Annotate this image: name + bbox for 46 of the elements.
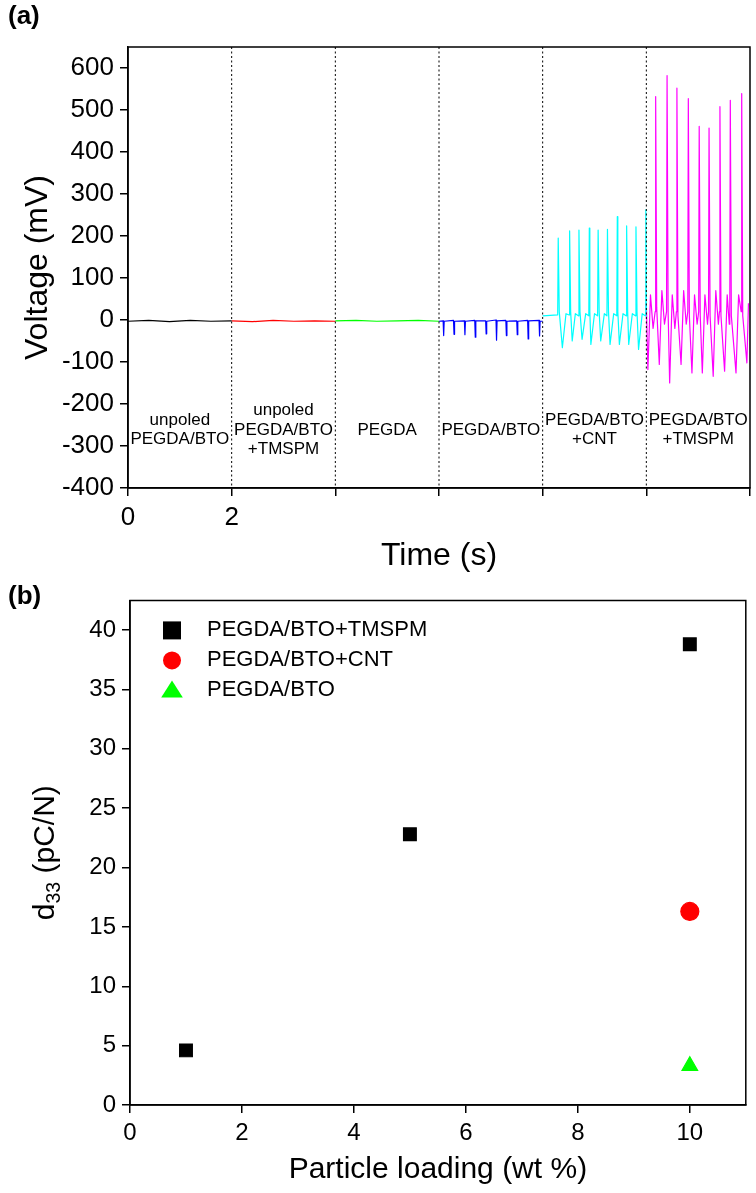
annotation: PEGDA	[357, 419, 418, 439]
point	[680, 901, 700, 922]
annotation: unpoled PEGDA/BTO	[130, 409, 230, 449]
y-tick-label: 200	[70, 219, 114, 250]
y-tick-label: 100	[70, 261, 114, 292]
legend-label: PEGDA/BTO	[207, 676, 335, 702]
annotation: PEGDA/BTO +TMSPM	[648, 409, 748, 449]
y-tick-label: 35	[89, 674, 116, 702]
chart-title: (a)	[8, 0, 40, 31]
y-tick-label: 500	[70, 93, 114, 124]
y-tick-label: 0	[102, 1089, 116, 1117]
y-tick-label: 20	[89, 852, 116, 880]
annotation: PEGDA/BTO +CNT	[545, 409, 644, 449]
y-tick-label: -400	[61, 471, 114, 502]
y-tick-label: 25	[89, 792, 116, 820]
legend-label: PEGDA/BTO+CNT	[207, 646, 394, 672]
y-axis-title: Voltage (mV)	[17, 175, 54, 360]
y-tick-label: 400	[70, 135, 114, 166]
y-tick-label: 40	[89, 614, 116, 642]
y-tick-label: 30	[89, 733, 116, 761]
x-tick-label: 2	[235, 1118, 249, 1146]
annotation: unpoled PEGDA/BTO +TMSPM	[234, 400, 333, 459]
y-axis-title: d33 (pC/N)	[27, 785, 65, 921]
y-tick-label: -100	[61, 345, 114, 376]
y-tick-label: 5	[102, 1030, 116, 1058]
x-tick-label: 8	[571, 1118, 585, 1146]
point	[682, 637, 697, 652]
x-tick-label: 2	[224, 500, 239, 531]
x-tick-label: 0	[123, 1118, 137, 1146]
legend-label: PEGDA/BTO+TMSPM	[207, 616, 428, 642]
x-axis-title: Particle loading (wt %)	[288, 1151, 588, 1185]
y-tick-label: 10	[89, 970, 116, 998]
y-tick-label: 300	[70, 177, 114, 208]
annotation: PEGDA/BTO	[441, 419, 541, 439]
y-tick-label: -200	[61, 387, 114, 418]
y-tick-label: -300	[61, 429, 114, 460]
point	[402, 827, 417, 842]
x-tick-label: 10	[676, 1118, 704, 1146]
x-tick-label: 4	[347, 1118, 361, 1146]
point	[179, 1043, 193, 1058]
x-tick-label: 6	[459, 1118, 473, 1146]
chart-title: (b)	[8, 580, 42, 611]
y-tick-label: 600	[70, 51, 114, 82]
y-tick-label: 0	[99, 303, 114, 334]
x-axis-title: Time (s)	[380, 535, 498, 572]
y-tick-label: 15	[89, 911, 116, 939]
